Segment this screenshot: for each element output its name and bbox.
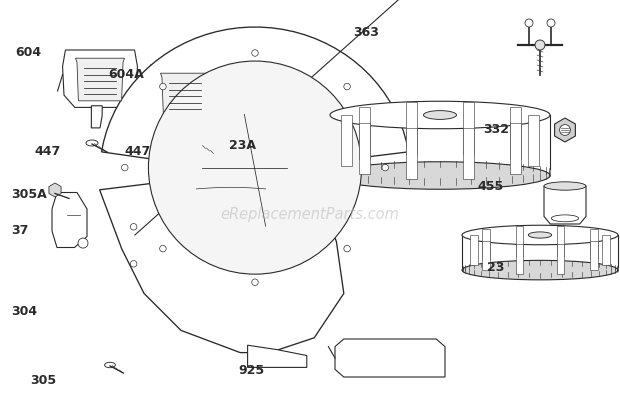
Polygon shape	[63, 50, 138, 107]
Polygon shape	[100, 27, 409, 353]
Circle shape	[560, 125, 570, 135]
Text: 363: 363	[353, 26, 379, 39]
Text: 447: 447	[124, 145, 150, 158]
Ellipse shape	[544, 182, 586, 190]
Ellipse shape	[194, 142, 206, 148]
FancyBboxPatch shape	[603, 235, 610, 265]
Text: 604: 604	[16, 46, 42, 59]
Polygon shape	[52, 192, 87, 247]
Polygon shape	[148, 65, 223, 122]
Circle shape	[122, 164, 128, 171]
Ellipse shape	[105, 362, 115, 368]
Circle shape	[547, 19, 555, 27]
Circle shape	[252, 50, 259, 56]
Text: 455: 455	[477, 180, 503, 193]
Ellipse shape	[330, 101, 550, 129]
Circle shape	[130, 224, 137, 230]
Text: 23A: 23A	[229, 139, 257, 152]
FancyBboxPatch shape	[590, 230, 598, 259]
FancyBboxPatch shape	[528, 115, 539, 166]
Circle shape	[382, 164, 389, 171]
FancyBboxPatch shape	[405, 128, 417, 179]
Circle shape	[78, 238, 88, 248]
FancyBboxPatch shape	[359, 107, 370, 159]
Circle shape	[525, 19, 533, 27]
Polygon shape	[247, 345, 307, 367]
Polygon shape	[76, 58, 125, 101]
FancyBboxPatch shape	[516, 226, 523, 256]
Circle shape	[344, 83, 350, 90]
FancyBboxPatch shape	[463, 102, 474, 154]
FancyBboxPatch shape	[463, 128, 474, 179]
Circle shape	[252, 279, 259, 286]
Polygon shape	[161, 73, 210, 116]
FancyBboxPatch shape	[557, 226, 564, 256]
FancyBboxPatch shape	[482, 230, 490, 259]
FancyBboxPatch shape	[510, 123, 521, 174]
Polygon shape	[544, 186, 586, 224]
Ellipse shape	[462, 225, 618, 245]
Circle shape	[148, 61, 361, 274]
FancyBboxPatch shape	[557, 244, 564, 274]
FancyBboxPatch shape	[470, 235, 477, 265]
FancyBboxPatch shape	[359, 123, 370, 174]
Circle shape	[344, 245, 350, 252]
Polygon shape	[555, 118, 575, 142]
Ellipse shape	[528, 232, 552, 238]
FancyBboxPatch shape	[341, 115, 352, 166]
Text: eReplacementParts.com: eReplacementParts.com	[221, 207, 399, 222]
FancyBboxPatch shape	[482, 241, 490, 270]
Text: 332: 332	[484, 123, 510, 136]
Ellipse shape	[551, 215, 578, 222]
FancyBboxPatch shape	[510, 107, 521, 159]
Text: 304: 304	[11, 305, 37, 318]
FancyBboxPatch shape	[590, 241, 598, 270]
Circle shape	[160, 245, 166, 252]
Text: 305A: 305A	[11, 188, 47, 201]
Ellipse shape	[86, 140, 98, 146]
Text: 37: 37	[11, 224, 29, 237]
Text: 925: 925	[239, 364, 265, 377]
Ellipse shape	[330, 162, 550, 189]
Text: 447: 447	[34, 145, 60, 158]
Circle shape	[160, 83, 166, 90]
Text: 305: 305	[30, 374, 56, 387]
Ellipse shape	[423, 111, 456, 119]
FancyBboxPatch shape	[516, 244, 523, 274]
Circle shape	[130, 260, 137, 267]
Text: 23: 23	[487, 261, 504, 274]
Polygon shape	[91, 106, 102, 128]
FancyBboxPatch shape	[405, 102, 417, 154]
Polygon shape	[49, 183, 61, 197]
Polygon shape	[335, 339, 445, 377]
Circle shape	[535, 40, 545, 50]
Text: 604A: 604A	[108, 68, 144, 81]
Ellipse shape	[462, 260, 618, 280]
Polygon shape	[188, 121, 200, 143]
